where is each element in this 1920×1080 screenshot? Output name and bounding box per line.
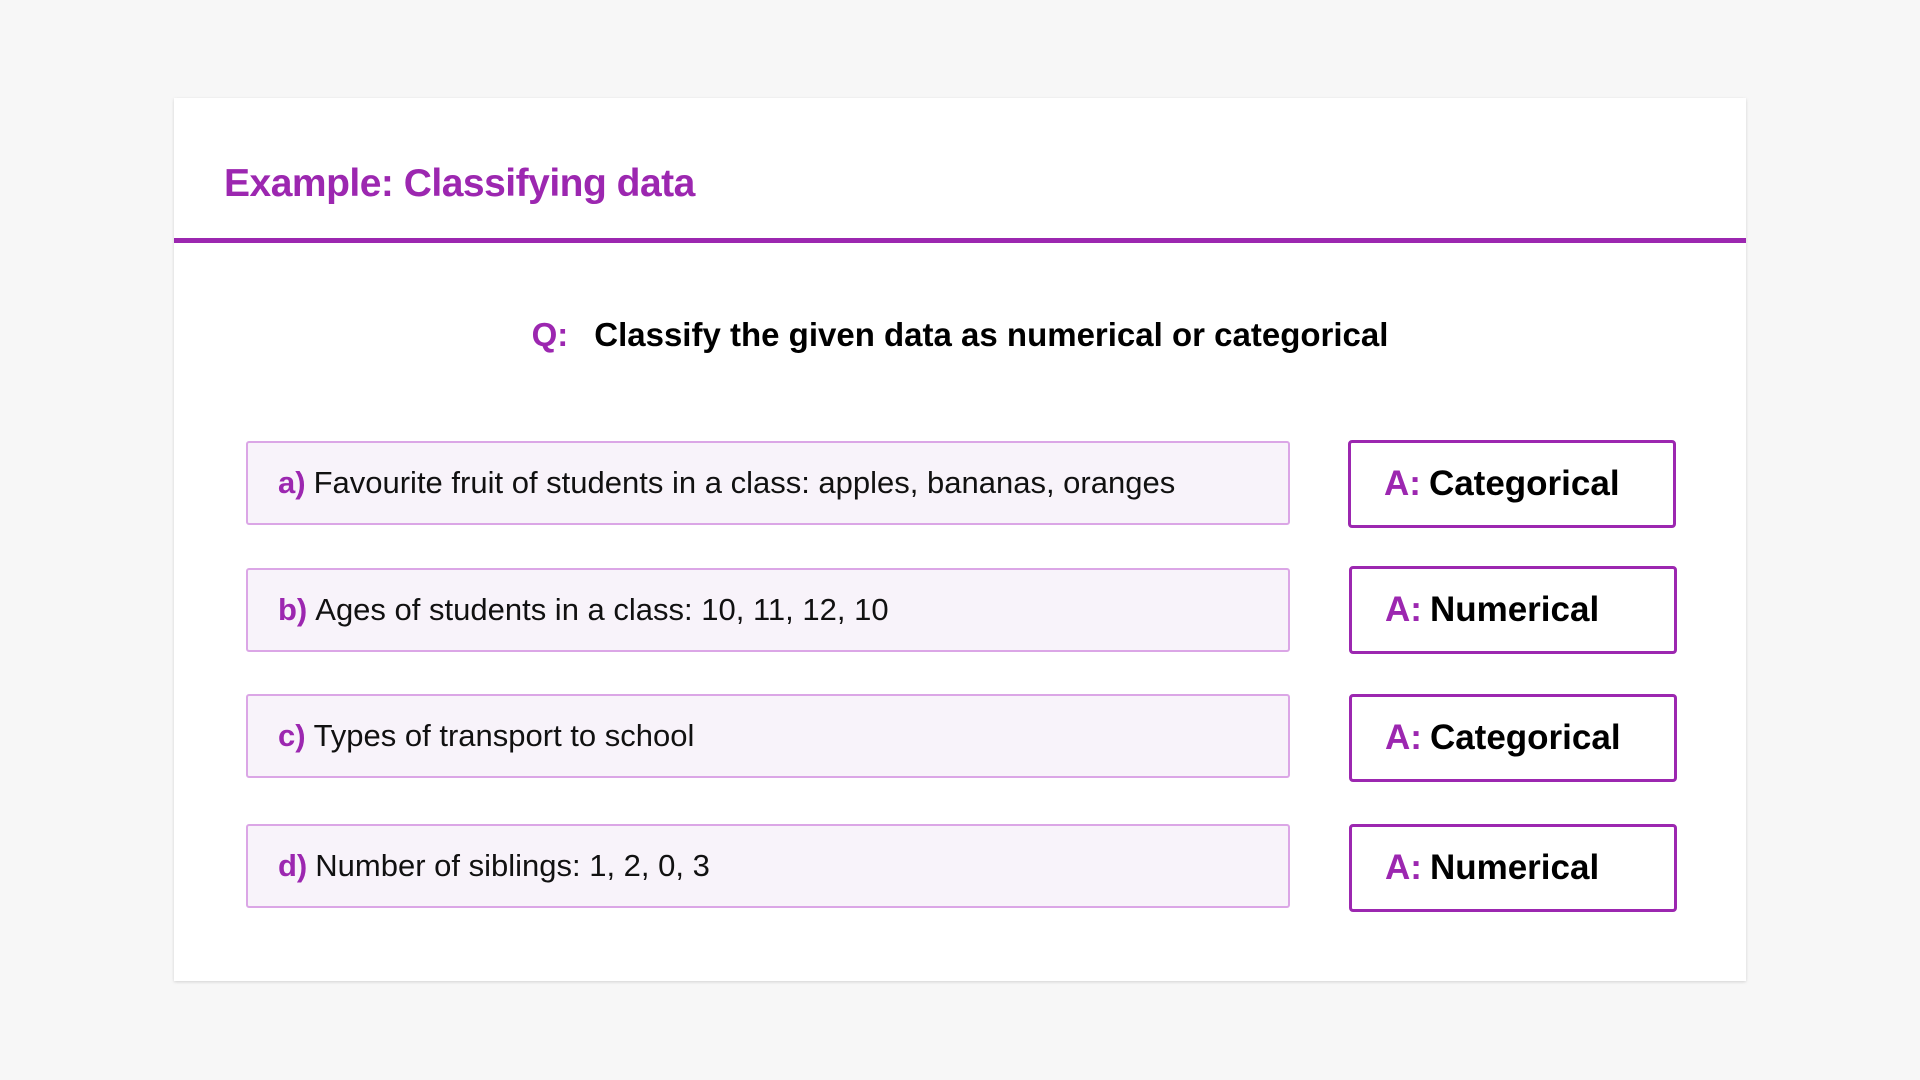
slide-card: Example: Classifying data Q: Classify the…	[174, 98, 1746, 981]
answer-a: A: Categorical	[1348, 440, 1676, 528]
item-text: Ages of students in a class: 10, 11, 12,…	[315, 592, 889, 627]
item-label: d)	[278, 848, 308, 883]
answer-c: A: Categorical	[1349, 694, 1677, 782]
question-prefix: Q:	[531, 316, 569, 353]
item-text: Number of siblings: 1, 2, 0, 3	[315, 848, 710, 883]
item-a: a) Favourite fruit of students in a class…	[246, 441, 1290, 525]
answer-b: A: Numerical	[1349, 566, 1677, 654]
question: Q: Classify the given data as numerical o…	[174, 316, 1746, 354]
item-b: b) Ages of students in a class: 10, 11, 1…	[246, 568, 1290, 652]
item-c: c) Types of transport to school	[246, 694, 1290, 778]
item-label: c)	[278, 718, 306, 753]
slide-title: Example: Classifying data	[224, 162, 695, 205]
title-divider	[174, 238, 1746, 243]
answer-prefix: A:	[1385, 718, 1422, 757]
answer-prefix: A:	[1385, 590, 1422, 629]
answer-text: Categorical	[1429, 718, 1621, 757]
item-text: Types of transport to school	[313, 718, 695, 753]
answer-prefix: A:	[1385, 848, 1422, 887]
answer-text: Numerical	[1429, 590, 1600, 629]
answer-text: Categorical	[1428, 464, 1620, 503]
answer-prefix: A:	[1384, 464, 1421, 503]
answer-d: A: Numerical	[1349, 824, 1677, 912]
item-label: b)	[278, 592, 308, 627]
item-label: a)	[278, 465, 306, 500]
question-text: Classify the given data as numerical or …	[594, 316, 1389, 353]
item-d: d) Number of siblings: 1, 2, 0, 3	[246, 824, 1290, 908]
answer-text: Numerical	[1429, 848, 1600, 887]
item-text: Favourite fruit of students in a class: …	[313, 465, 1176, 500]
